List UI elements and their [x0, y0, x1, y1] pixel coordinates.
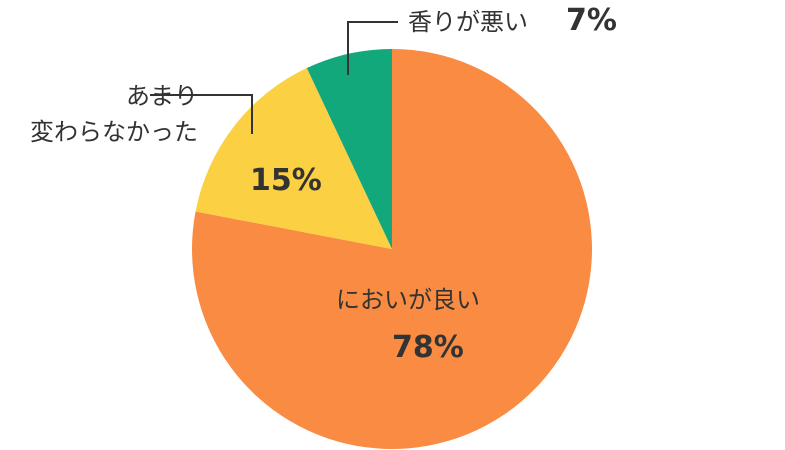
leader-line [347, 21, 398, 75]
value-label: 78% [392, 330, 464, 365]
value-label: 7% [566, 3, 617, 38]
slice-label: においが良い [336, 286, 480, 314]
pie-slice [306, 49, 392, 249]
pie-slice [195, 68, 392, 249]
slice-label: 香りが悪い [408, 8, 528, 36]
leader-line [150, 94, 253, 134]
value-label: 15% [250, 163, 322, 198]
slice-label: あまり 変わらなかった [30, 82, 198, 146]
